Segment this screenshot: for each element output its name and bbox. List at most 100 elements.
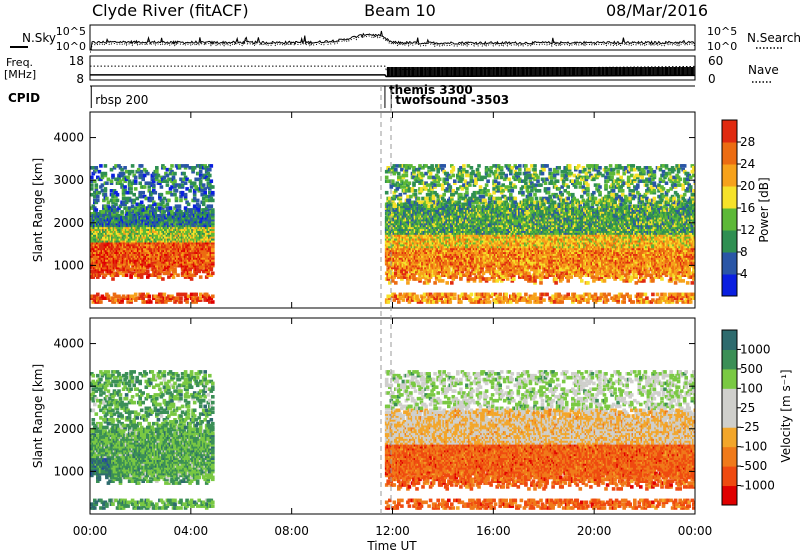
echo-cell (421, 210, 425, 214)
echo-cell (208, 167, 212, 172)
echo-cell (416, 265, 421, 270)
echo-cell (203, 263, 207, 268)
echo-cell (208, 190, 212, 195)
echo-cell (171, 175, 176, 180)
echo-cell (192, 190, 197, 195)
echo-cell (152, 189, 156, 193)
echo-cell (445, 294, 449, 299)
echo-cell (120, 263, 124, 268)
echo-cell (208, 183, 212, 187)
echo-cell (419, 267, 424, 272)
echo-cell (120, 167, 124, 172)
echo-cell (93, 206, 97, 210)
echo-cell (440, 273, 445, 277)
echo-cell (141, 204, 145, 208)
echo-cell (394, 281, 398, 285)
echo-cell (168, 187, 173, 191)
echo-cell (391, 200, 395, 205)
echo-cell (425, 263, 430, 268)
echo-cell (167, 269, 171, 274)
echo-cell (165, 202, 170, 207)
echo-cell (90, 175, 94, 180)
echo-cell (121, 200, 126, 205)
echo-cell (388, 273, 392, 277)
echo-cell (183, 192, 188, 197)
echo-cell (96, 298, 100, 302)
echo-cell (384, 202, 389, 207)
cpid-label-1: themis 3300 (389, 83, 473, 97)
echo-cell (389, 185, 394, 189)
echo-cell (188, 179, 192, 183)
echo-cell (91, 204, 96, 208)
echo-cell (394, 273, 398, 277)
echo-cell (153, 267, 158, 272)
echo-cell (433, 185, 437, 189)
freq-left-label: Freq. (6, 56, 33, 69)
echo-cell (406, 298, 410, 302)
echo-cell (165, 219, 170, 224)
echo-cell (174, 189, 179, 193)
echo-cell (109, 271, 114, 276)
echo-cell (105, 215, 109, 220)
echo-cell (158, 208, 162, 212)
echo-cell (443, 202, 448, 207)
echo-cell (133, 187, 138, 191)
echo-cell (434, 275, 439, 279)
echo-cell (204, 292, 209, 297)
echo-cell (111, 267, 115, 272)
echo-cell (391, 294, 395, 299)
echo-cell (392, 202, 397, 207)
echo-cell (389, 267, 394, 272)
echo-cell (177, 261, 182, 266)
echo-cell (165, 167, 170, 172)
echo-cell (443, 271, 448, 276)
echo-cell (123, 189, 127, 193)
echo-cell (180, 190, 185, 195)
echo-cell (197, 189, 201, 193)
echo-cell (173, 271, 177, 276)
echo-cell (94, 208, 99, 212)
echo-cell (142, 265, 147, 270)
echo-cell (105, 292, 109, 297)
echo-cell (425, 281, 430, 285)
echo-cell (126, 175, 130, 180)
echo-cell (400, 269, 404, 274)
echo-cell (115, 198, 120, 203)
echo-cell (211, 190, 215, 195)
echo-cell (200, 219, 204, 224)
echo-cell (103, 212, 108, 216)
echo-cell (183, 298, 188, 302)
echo-cell (165, 183, 170, 187)
echo-cell (427, 166, 431, 170)
echo-cell (392, 298, 397, 302)
echo-cell (177, 166, 182, 170)
echo-cell (182, 177, 186, 182)
echo-cell (194, 185, 198, 189)
echo-cell (204, 260, 209, 264)
echo-cell (197, 258, 201, 262)
echo-cell (400, 167, 404, 172)
echo-cell (418, 269, 422, 274)
echo-cell (191, 300, 195, 304)
echo-cell (430, 294, 434, 299)
echo-cell (194, 177, 198, 182)
echo-cell (135, 196, 139, 201)
echo-cell (112, 166, 117, 170)
echo-cell (159, 198, 164, 203)
echo-cell (211, 229, 215, 233)
echo-cell (123, 269, 127, 274)
echo-cell (206, 177, 211, 182)
echo-cell (208, 300, 212, 304)
echo-cell (174, 298, 179, 302)
n-search-series (90, 32, 696, 53)
echo-cell (412, 171, 416, 176)
echo-cell (139, 273, 144, 277)
echo-cell (105, 267, 109, 272)
echo-cell (431, 198, 436, 203)
echo-cell (422, 185, 427, 189)
echo-cell (158, 206, 162, 210)
echo-cell (211, 208, 215, 212)
echo-cell (407, 277, 412, 281)
echo-cell (208, 260, 212, 264)
echo-cell (168, 206, 173, 210)
